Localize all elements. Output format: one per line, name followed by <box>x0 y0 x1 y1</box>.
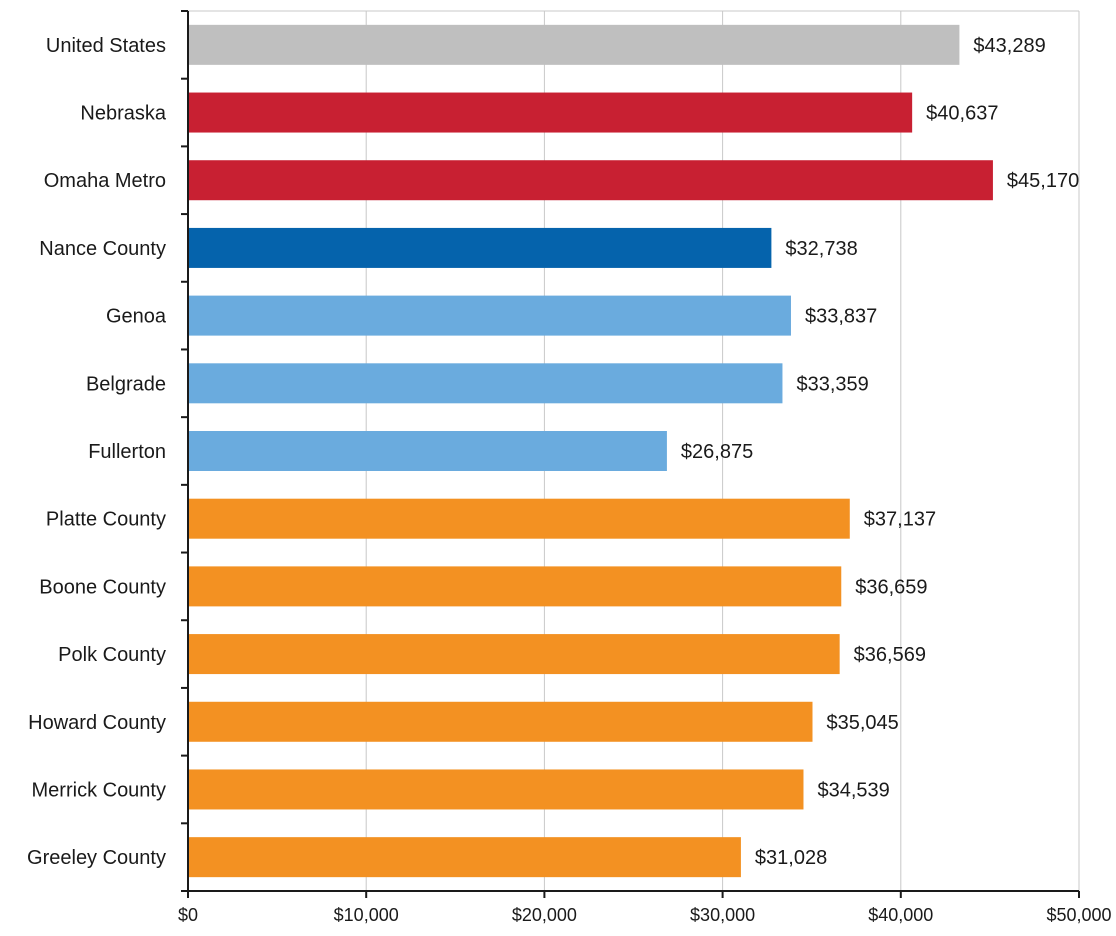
category-label-fullerton: Fullerton <box>88 441 166 463</box>
bar-nance-county <box>188 227 772 268</box>
bar-boone-county <box>188 566 842 607</box>
category-label-platte-county: Platte County <box>46 509 166 531</box>
x-tick-label: $50,000 <box>1046 905 1111 925</box>
value-label-fullerton: $26,875 <box>681 441 753 463</box>
category-label-nebraska: Nebraska <box>80 103 166 125</box>
bar-united-states <box>188 24 960 65</box>
bar-merrick-county <box>188 769 804 810</box>
value-label-platte-county: $37,137 <box>864 509 936 531</box>
value-label-genoa: $33,837 <box>805 306 877 328</box>
category-label-howard-county: Howard County <box>28 712 166 734</box>
category-label-boone-county: Boone County <box>39 576 166 598</box>
x-tick-label: $0 <box>178 905 198 925</box>
value-label-nebraska: $40,637 <box>926 103 998 125</box>
value-label-boone-county: $36,659 <box>855 576 927 598</box>
bar-fullerton <box>188 431 667 471</box>
category-label-merrick-county: Merrick County <box>32 779 166 801</box>
x-tick-label: $30,000 <box>690 905 755 925</box>
bar-howard-county <box>188 701 813 742</box>
axes <box>181 10 1080 898</box>
category-label-united-states: United States <box>46 35 166 57</box>
x-tick-label: $10,000 <box>334 905 399 925</box>
labels: $0 $10,000 $20,000 $30,000 $40,000 $50,000 $43… <box>27 35 1112 925</box>
value-label-polk-county: $36,569 <box>854 644 926 666</box>
category-label-omaha-metro: Omaha Metro <box>44 170 166 192</box>
category-label-genoa: Genoa <box>106 306 167 328</box>
bar-omaha-metro <box>188 160 993 201</box>
bar-greeley-county <box>188 837 741 878</box>
bar-nebraska <box>188 92 913 133</box>
value-label-merrick-county: $34,539 <box>817 779 889 801</box>
bar-belgrade <box>188 363 783 404</box>
category-label-greeley-county: Greeley County <box>27 847 166 869</box>
x-tick-label: $40,000 <box>868 905 933 925</box>
bar-platte-county <box>188 498 850 539</box>
value-label-greeley-county: $31,028 <box>755 847 827 869</box>
value-label-howard-county: $35,045 <box>827 712 899 734</box>
bar-genoa <box>188 295 791 336</box>
category-label-belgrade: Belgrade <box>86 373 166 395</box>
category-label-polk-county: Polk County <box>58 644 166 666</box>
value-label-nance-county: $32,738 <box>785 238 857 260</box>
bar-polk-county <box>188 634 840 675</box>
value-label-belgrade: $33,359 <box>796 373 868 395</box>
value-label-omaha-metro: $45,170 <box>1007 170 1079 192</box>
bars <box>188 24 993 878</box>
x-tick-label: $20,000 <box>512 905 577 925</box>
value-label-united-states: $43,289 <box>973 35 1045 57</box>
gridlines <box>188 10 1080 891</box>
category-label-nance-county: Nance County <box>39 238 166 260</box>
